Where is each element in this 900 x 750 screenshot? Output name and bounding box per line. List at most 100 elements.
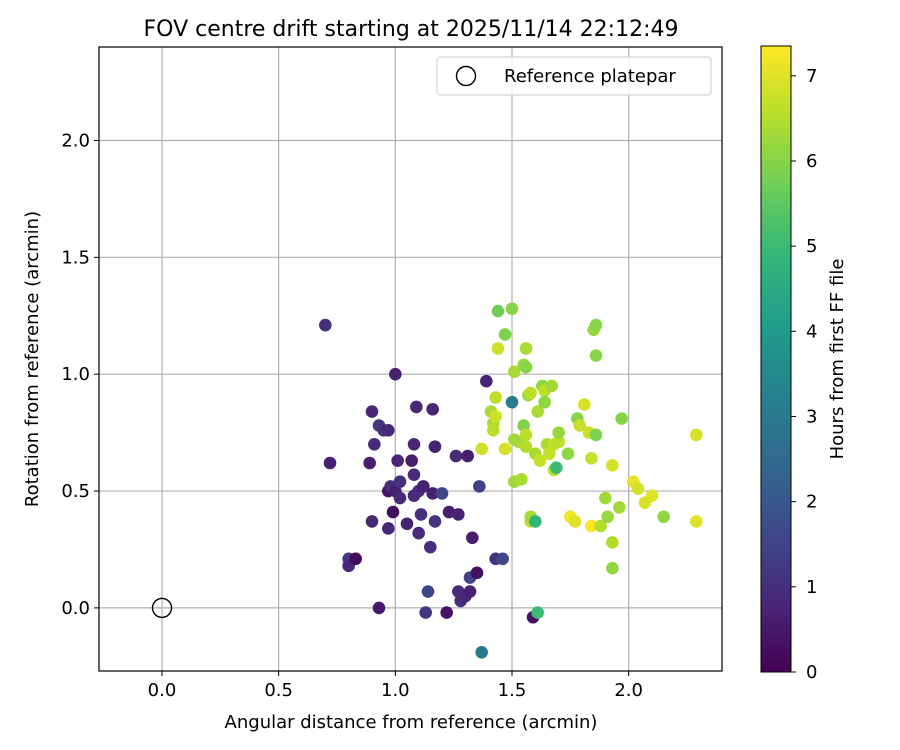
x-tick-label: 2.0 (614, 680, 643, 701)
data-point (489, 391, 502, 404)
points-layer (319, 302, 703, 659)
data-point (491, 304, 505, 318)
data-point (400, 517, 414, 531)
legend: Reference platepar (436, 56, 712, 96)
data-point (319, 318, 332, 332)
data-point (365, 515, 379, 528)
x-tick-label: 1.5 (498, 680, 527, 701)
data-point (466, 531, 479, 545)
data-point (393, 475, 407, 488)
data-point (585, 519, 598, 533)
colorbar-tick-label: 5 (806, 236, 817, 257)
data-point (552, 426, 565, 439)
data-point (496, 552, 509, 566)
data-point (382, 522, 395, 535)
data-point (561, 447, 575, 460)
data-point (599, 491, 612, 505)
x-axis-label: Angular distance from reference (arcmin) (225, 712, 598, 733)
legend-box (436, 56, 712, 96)
data-point (531, 405, 544, 418)
colorbar-tick-label: 0 (806, 662, 817, 683)
data-point (393, 491, 407, 505)
colorbar-tick-label: 1 (806, 577, 817, 598)
plot-frame (98, 46, 723, 672)
data-point (531, 606, 544, 619)
data-point (382, 423, 395, 437)
data-point (414, 508, 428, 521)
data-point (585, 452, 598, 465)
colorbar-tick-label: 3 (806, 406, 817, 427)
data-point (349, 552, 362, 566)
y-tick-label: 0.5 (61, 481, 90, 502)
data-point (538, 395, 551, 409)
colorbar-gradient (760, 45, 792, 673)
x-tick-label: 1.0 (381, 680, 410, 701)
data-point (589, 349, 603, 362)
data-point (690, 428, 703, 442)
reference-layer (151, 597, 173, 619)
x-tick-label: 0.0 (148, 680, 177, 701)
data-point (424, 540, 437, 554)
data-point (606, 459, 619, 472)
data-point (505, 302, 519, 316)
data-point (606, 536, 619, 549)
data-point (417, 480, 430, 493)
data-point (524, 386, 537, 400)
data-point (428, 440, 442, 453)
data-point (470, 566, 484, 580)
colorbar-tick-label: 2 (806, 492, 817, 513)
data-point (391, 454, 404, 467)
colorbar-tick-label: 7 (806, 66, 817, 87)
data-point (578, 398, 591, 411)
data-point (452, 508, 465, 521)
ticks-layer: 0.0 0.5 1.0 1.5 2.0 0.0 0.5 1.0 1.5 2.0 (61, 130, 643, 701)
colorbar: 0 1 2 3 4 5 6 7 Hours from first FF file (760, 45, 848, 683)
data-point (545, 379, 558, 393)
data-point (419, 606, 432, 619)
data-point (519, 342, 533, 355)
data-point (519, 440, 533, 453)
data-point (589, 318, 603, 332)
data-point (412, 526, 425, 540)
data-point (519, 428, 533, 442)
data-point (435, 487, 449, 500)
data-point (426, 402, 439, 416)
data-point (568, 515, 582, 528)
data-point (421, 585, 435, 598)
reference-platepar-marker (151, 597, 173, 619)
legend-label: Reference platepar (504, 66, 676, 87)
data-point (498, 328, 512, 341)
data-point (440, 606, 453, 619)
y-tick-label: 0.0 (61, 598, 90, 619)
x-tick-label: 0.5 (264, 680, 293, 701)
data-point (533, 454, 547, 467)
data-point (573, 419, 586, 432)
data-point (475, 442, 488, 456)
colorbar-ticks: 0 1 2 3 4 5 6 7 (791, 66, 817, 683)
data-point (365, 405, 379, 418)
data-point (487, 423, 500, 437)
data-point (690, 515, 703, 528)
data-point (410, 400, 423, 414)
data-point (473, 480, 486, 493)
data-point (606, 561, 619, 575)
data-point (389, 367, 402, 381)
data-point (631, 482, 645, 496)
data-point (449, 449, 463, 463)
legend-marker-reference (455, 65, 477, 87)
data-point (407, 438, 421, 451)
data-point (463, 585, 477, 598)
data-point (594, 519, 607, 533)
data-point (426, 487, 439, 500)
data-point (386, 505, 400, 519)
data-point (407, 468, 421, 481)
data-point (372, 601, 386, 615)
data-point (428, 515, 442, 528)
data-point (489, 409, 502, 423)
data-point (613, 501, 626, 514)
data-point (323, 456, 337, 470)
data-point (657, 510, 670, 524)
colorbar-tick-label: 6 (806, 151, 817, 172)
colorbar-tick-label: 4 (806, 321, 817, 342)
